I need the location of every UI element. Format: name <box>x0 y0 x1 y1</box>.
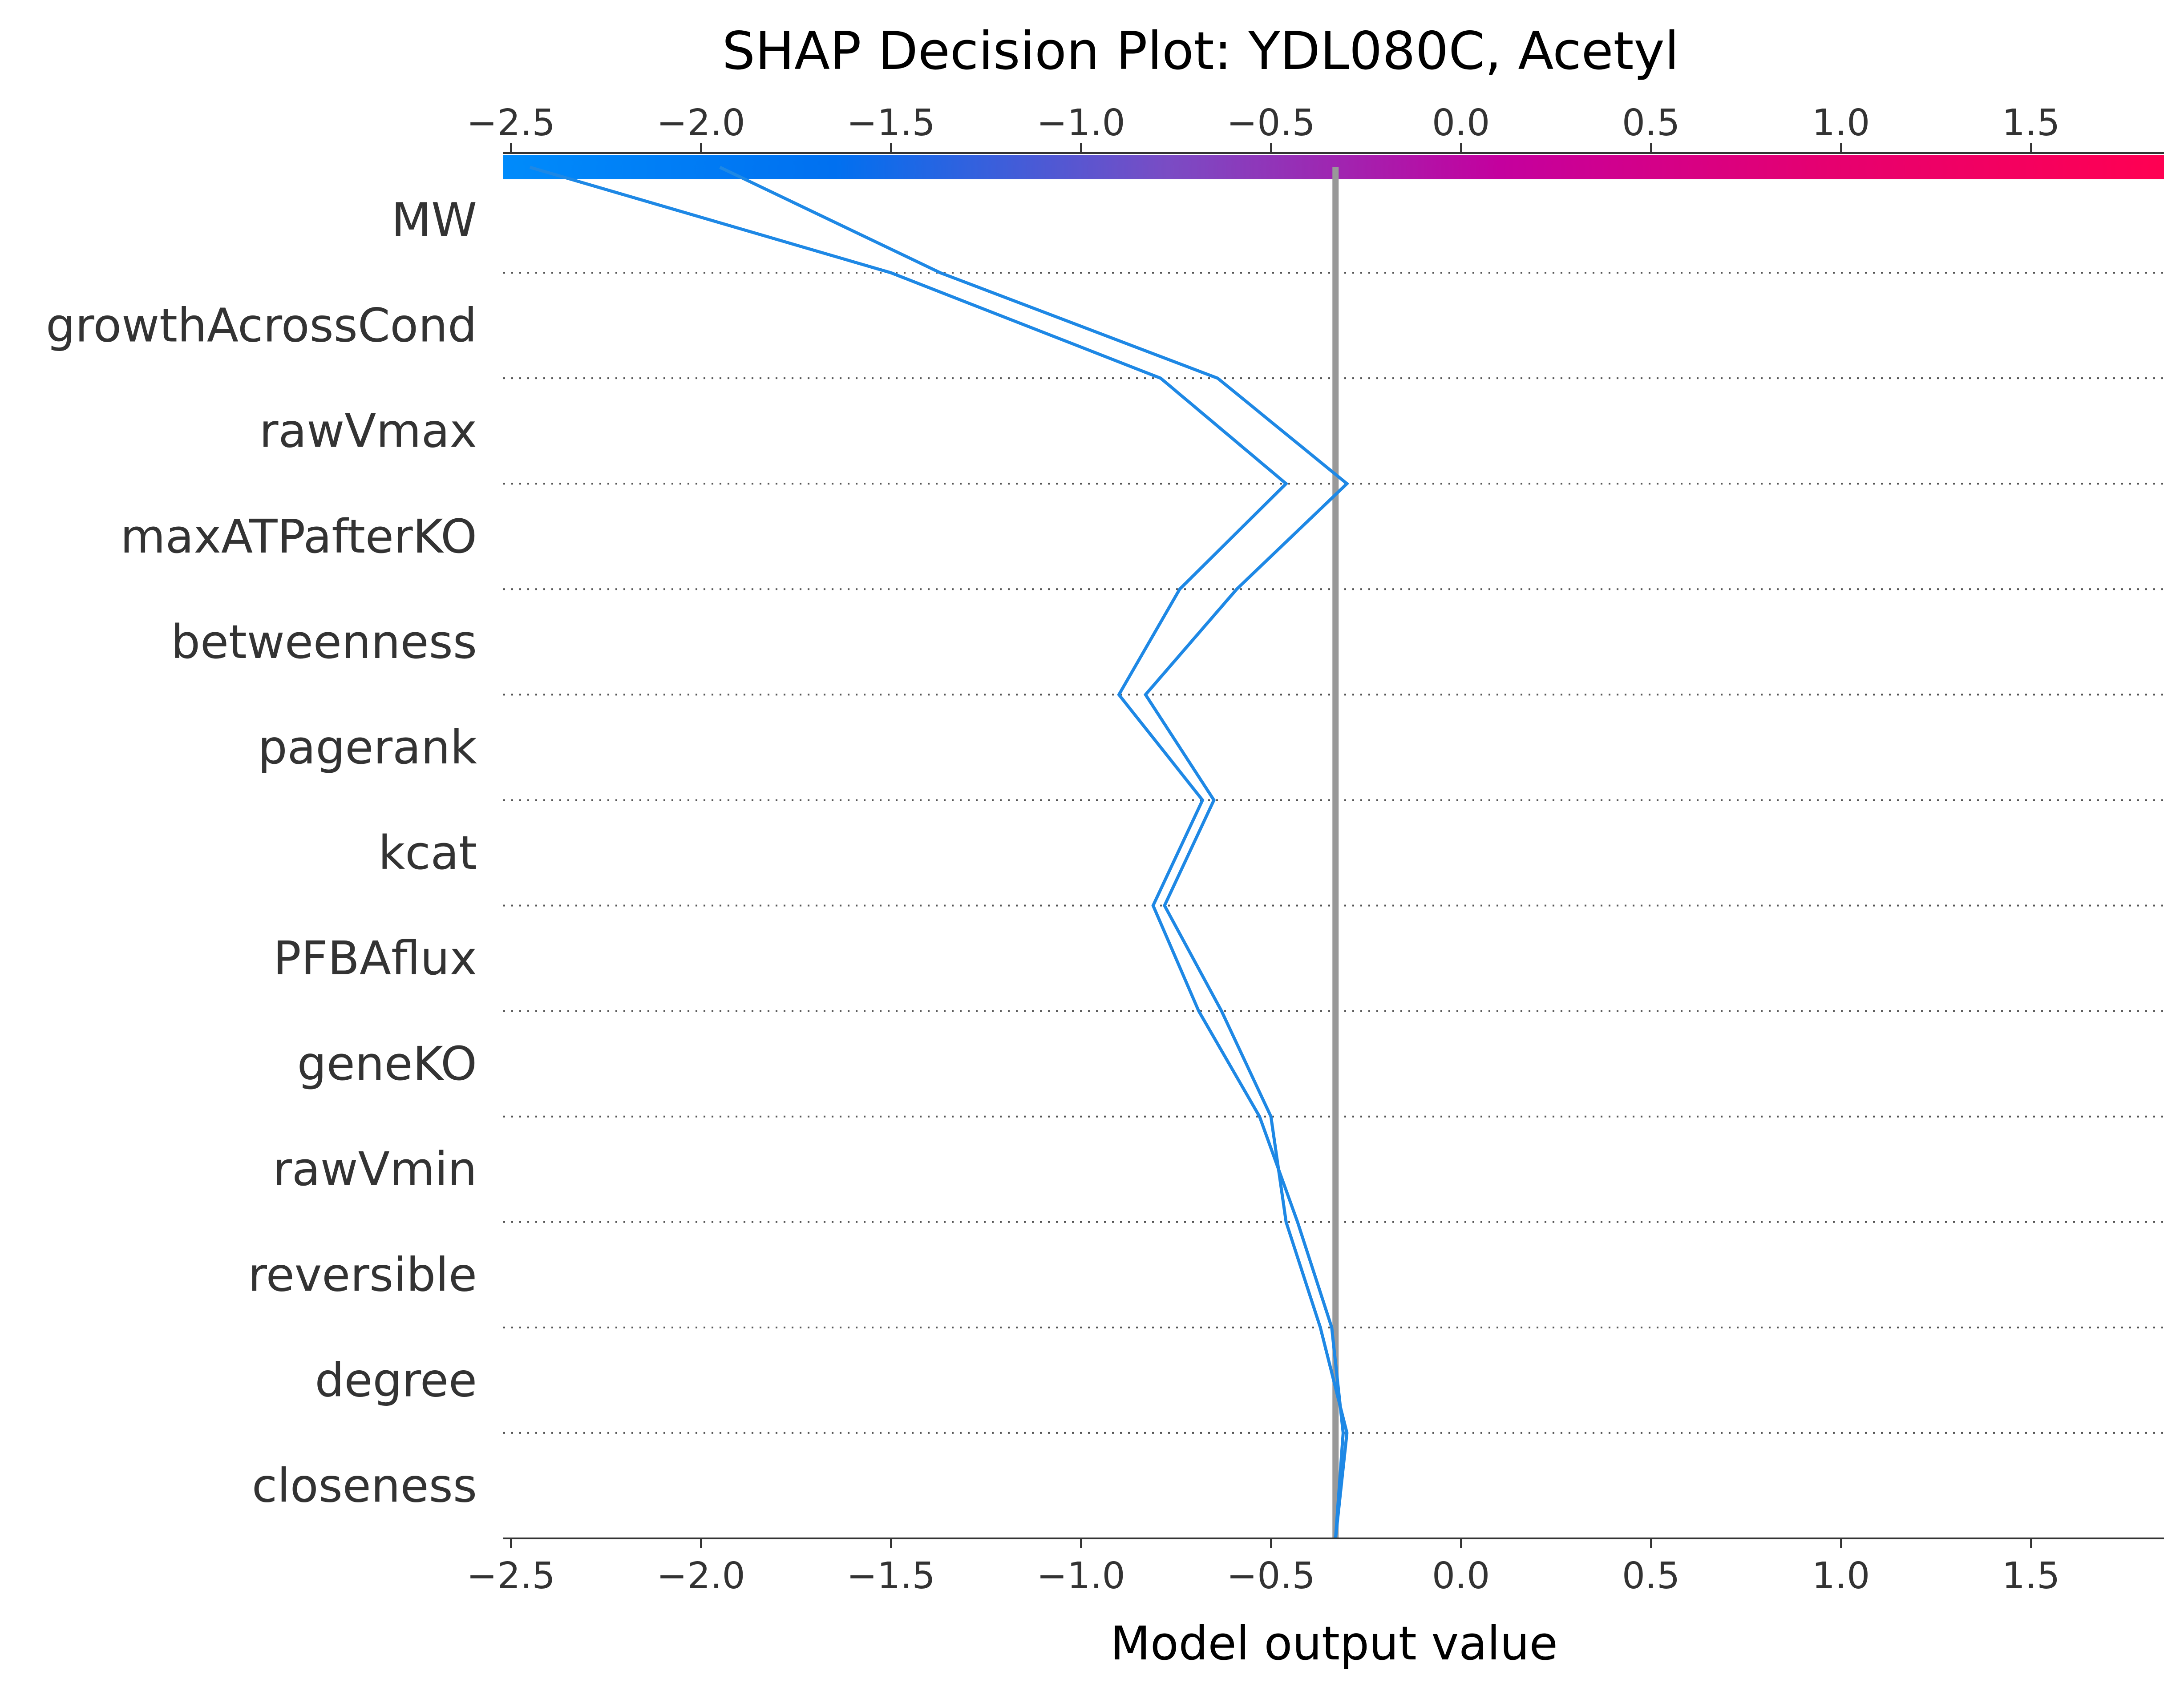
feature-label: rawVmax <box>259 404 477 458</box>
bottom-tick-label: −2.5 <box>467 1555 555 1597</box>
feature-label: closeness <box>252 1458 477 1513</box>
bottom-tick-label: 1.5 <box>2002 1555 2060 1597</box>
feature-label: PFBAflux <box>273 931 477 985</box>
top-tick-label: 0.5 <box>1622 102 1680 144</box>
feature-label: rawVmin <box>273 1142 477 1196</box>
feature-label: maxATPafterKO <box>120 509 477 564</box>
top-tick-label: −1.5 <box>847 102 935 144</box>
bottom-tick-label: −0.5 <box>1227 1555 1315 1597</box>
top-tick-label: 0.0 <box>1432 102 1490 144</box>
bottom-tick-label: 0.0 <box>1432 1555 1490 1597</box>
bottom-tick-label: 1.0 <box>1812 1555 1870 1597</box>
bottom-tick-label: −1.0 <box>1037 1555 1125 1597</box>
feature-label: growthAcrossCond <box>46 299 477 353</box>
top-tick-label: −2.0 <box>657 102 745 144</box>
chart-title: SHAP Decision Plot: YDL080C, Acetyl <box>722 20 1679 81</box>
bottom-tick-label: −2.0 <box>657 1555 745 1597</box>
decision-line-1 <box>719 165 1350 1539</box>
top-tick-label: 1.0 <box>1812 102 1870 144</box>
top-tick-label: 1.5 <box>2002 102 2060 144</box>
feature-label: degree <box>315 1353 477 1407</box>
feature-label: pagerank <box>258 720 477 775</box>
x-axis-title: Model output value <box>1110 1616 1557 1671</box>
top-tick-label: −2.5 <box>467 102 555 144</box>
bottom-x-axis: −2.5 −2.0 −1.5 −1.0 −0.5 0.0 0.5 1.0 1.5 <box>467 1538 2164 1597</box>
feature-label: betweenness <box>171 615 477 669</box>
feature-labels: MW growthAcrossCond rawVmax maxATPafterKO be… <box>46 193 477 1513</box>
top-x-axis: −2.5 −2.0 −1.5 −1.0 −0.5 0.0 0.5 1.0 1.5 <box>467 102 2164 154</box>
top-tick-label: −1.0 <box>1037 102 1125 144</box>
bottom-tick-label: −1.5 <box>847 1555 935 1597</box>
top-tick-label: −0.5 <box>1227 102 1315 144</box>
series-lines <box>529 165 1350 1539</box>
feature-label: MW <box>391 193 477 247</box>
feature-label: reversible <box>248 1247 477 1302</box>
feature-label: kcat <box>378 826 477 880</box>
bottom-tick-label: 0.5 <box>1622 1555 1680 1597</box>
feature-label: geneKO <box>297 1037 477 1091</box>
decision-line-2 <box>529 165 1345 1539</box>
